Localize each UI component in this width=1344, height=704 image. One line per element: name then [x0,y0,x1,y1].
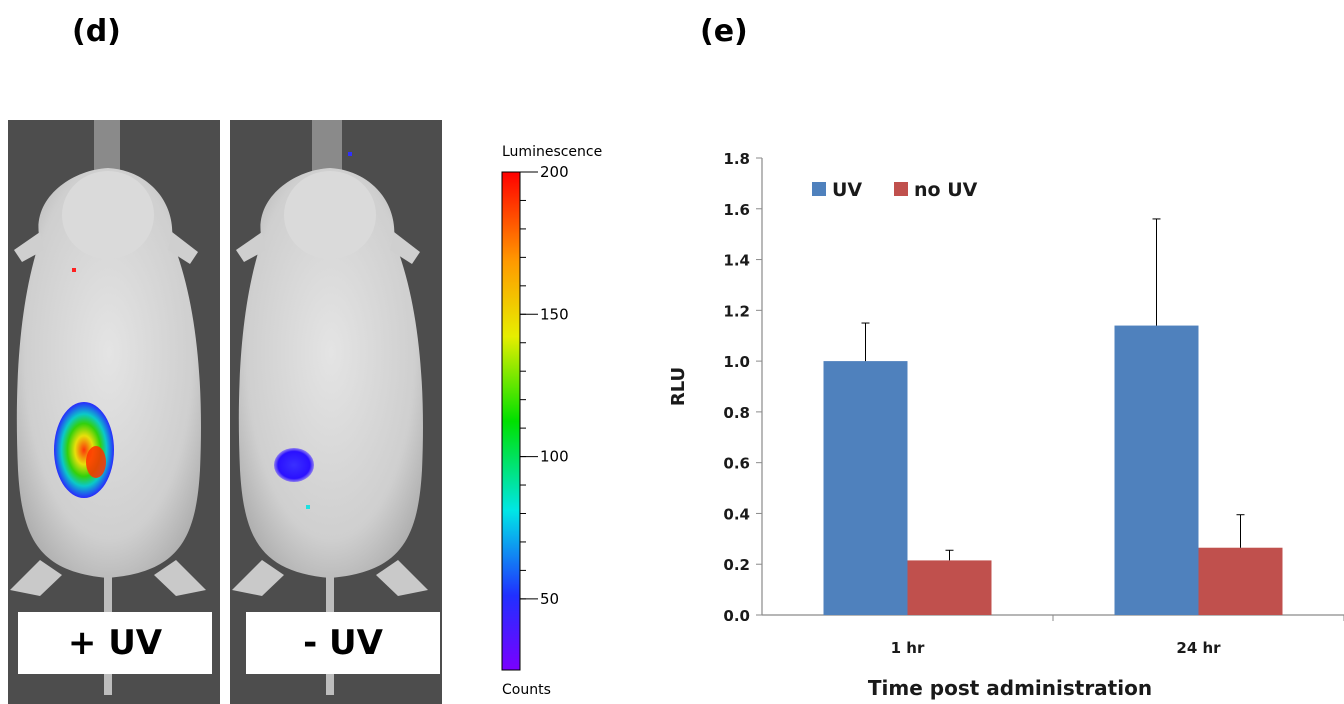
y-tick-label: 1.0 [723,353,750,371]
colorbar-tick-label: 150 [540,305,569,323]
y-tick-label: 0.4 [723,505,750,523]
bar [1198,547,1283,615]
mouse-panel-treated [8,120,220,704]
panel-label-e: (e) [700,14,748,49]
y-tick-label: 0.0 [723,607,750,625]
colorbar-gradient [501,171,521,671]
mouse-imaging-panels [8,120,442,704]
x-axis-title: Time post administration [867,676,1153,700]
legend-swatch [812,182,826,196]
y-tick-label: 0.8 [723,404,750,422]
label-minus-uv: - UV [246,612,440,674]
x-tick-label: 24 hr [1176,639,1221,657]
luminescence-spot-control [274,448,314,482]
x-tick-label: 1 hr [891,639,925,657]
y-tick-label: 1.6 [723,201,750,219]
y-tick-label: 0.6 [723,455,750,473]
luminescence-colorbar: Luminescence 200 150 100 50 Counts [501,144,602,698]
legend-label: no UV [914,179,978,201]
panel-label-d: (d) [72,14,121,49]
colorbar-tick-label: 50 [540,590,559,608]
label-plus-uv: + UV [18,612,212,674]
mouse-panel-control [230,120,442,704]
bar [907,560,992,615]
bar [823,361,908,615]
bar [1114,325,1199,615]
rlu-bar-chart: 0.0 0.2 0.4 0.6 0.8 1.0 1.2 1.4 1.6 1.8 RLU 1 hr 24 … [668,150,1344,657]
colorbar-bottom-label: Counts [502,682,551,698]
y-tick-label: 1.4 [723,252,750,270]
colorbar-ticks: 200 150 100 50 [520,163,569,608]
y-tick-label: 1.2 [723,302,750,320]
colorbar-tick-label: 100 [540,448,569,466]
y-tick-label: 1.8 [723,150,750,168]
legend-swatch [894,182,908,196]
y-tick-label: 0.2 [723,556,750,574]
y-axis-title: RLU [668,367,689,406]
colorbar-title: Luminescence [502,144,602,160]
colorbar-tick-label: 200 [540,163,569,181]
legend-label: UV [832,179,862,201]
luminescence-hotspot-treated [54,402,114,498]
